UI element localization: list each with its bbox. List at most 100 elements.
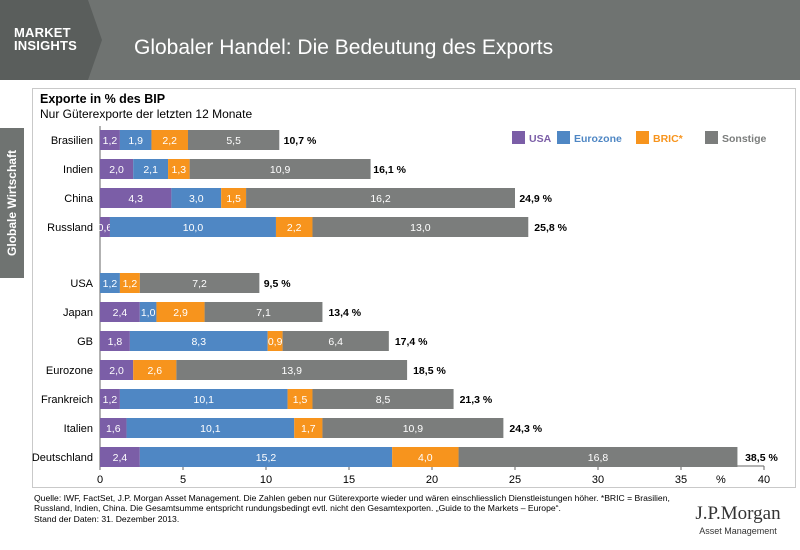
bar-segment	[100, 418, 127, 438]
segment-value-label: 10,1	[200, 423, 221, 435]
segment-value-label: 1,8	[108, 336, 123, 348]
total-value-label: 24,9 %	[519, 193, 552, 205]
bar-segment	[187, 130, 280, 150]
x-tick-label: 15	[343, 474, 355, 486]
header-bar: MARKET INSIGHTS Globaler Handel: Die Bed…	[0, 0, 800, 80]
legend-label: BRIC*	[653, 133, 684, 145]
country-label: China	[64, 193, 94, 205]
segment-value-label: 4,3	[128, 193, 143, 205]
country-label: Deutschland	[32, 452, 93, 464]
bar-segment	[312, 217, 529, 237]
segment-value-label: 1,2	[103, 135, 118, 147]
segment-value-label: 16,8	[588, 452, 609, 464]
segment-value-label: 5,5	[226, 135, 241, 147]
x-tick-label: 30	[592, 474, 604, 486]
x-tick-label: 0	[97, 474, 103, 486]
bar-segment	[267, 331, 283, 351]
segment-value-label: 13,0	[410, 222, 431, 234]
bar-segment	[458, 447, 738, 467]
legend-swatch	[636, 131, 649, 144]
bar-segment	[100, 360, 134, 380]
segment-value-label: 7,1	[256, 307, 271, 319]
segment-value-label: 8,3	[191, 336, 206, 348]
country-label: Eurozone	[46, 365, 93, 377]
jpmorgan-logo-subtitle: Asset Management	[699, 526, 777, 536]
legend-swatch	[705, 131, 718, 144]
total-value-label: 25,8 %	[534, 222, 567, 234]
segment-value-label: 1,2	[103, 278, 118, 290]
bar-segment	[119, 130, 152, 150]
date-note: Stand der Daten: 31. Dezember 2013.	[34, 513, 180, 524]
country-label: Indien	[63, 164, 93, 176]
jpmorgan-logo: J.P.Morgan	[695, 503, 781, 524]
bar-segment	[176, 360, 408, 380]
segment-value-label: 4,0	[418, 452, 433, 464]
segment-value-label: 1,3	[172, 164, 187, 176]
legend-label: USA	[529, 133, 552, 145]
segment-value-label: 2,2	[287, 222, 302, 234]
x-tick-label: 20	[426, 474, 438, 486]
segment-value-label: 0,9	[268, 336, 283, 348]
bar-segment	[156, 302, 205, 322]
bar-segment	[119, 273, 140, 293]
total-value-label: 21,3 %	[460, 394, 493, 406]
segment-value-label: 2,4	[113, 307, 128, 319]
bar-segment	[275, 217, 313, 237]
bar-segment	[282, 331, 389, 351]
bar-segment	[204, 302, 323, 322]
page-title: Globaler Handel: Die Bedeutung des Expor…	[134, 36, 554, 59]
segment-value-label: 10,9	[270, 164, 291, 176]
bar-segment	[287, 389, 313, 409]
segment-value-label: 7,2	[192, 278, 207, 290]
segment-value-label: 3,0	[189, 193, 204, 205]
segment-value-label: 1,0	[141, 307, 156, 319]
country-label: Frankreich	[41, 394, 93, 406]
segment-value-label: 1,6	[106, 423, 121, 435]
country-label: Italien	[64, 423, 93, 435]
total-value-label: 10,7 %	[284, 135, 317, 147]
segment-value-label: 1,2	[103, 394, 118, 406]
segment-value-label: 2,9	[173, 307, 188, 319]
total-value-label: 13,4 %	[328, 307, 361, 319]
bar-segment	[119, 389, 288, 409]
segment-value-label: 2,0	[109, 365, 124, 377]
x-tick-label: %	[716, 474, 726, 486]
bar-segment	[168, 159, 190, 179]
logo-chevron	[88, 0, 102, 80]
footnote: Quelle: IWF, FactSet, J.P. Morgan Asset …	[34, 493, 674, 524]
country-label: Russland	[47, 222, 93, 234]
segment-value-label: 6,4	[328, 336, 343, 348]
bar-segment	[221, 188, 247, 208]
bar-segment	[100, 447, 140, 467]
bar-segment	[312, 389, 454, 409]
country-label: Japan	[63, 307, 93, 319]
x-tick-label: 35	[675, 474, 687, 486]
total-value-label: 9,5 %	[264, 278, 292, 290]
total-value-label: 16,1 %	[373, 164, 406, 176]
x-tick-label: 10	[260, 474, 272, 486]
bar-segment	[100, 130, 120, 150]
total-value-label: 18,5 %	[413, 365, 446, 377]
bar-segment	[294, 418, 323, 438]
segment-value-label: 0,6	[98, 222, 113, 234]
bar-segment	[109, 217, 276, 237]
bar-segment	[139, 273, 260, 293]
country-label: GB	[77, 336, 93, 348]
segment-value-label: 10,9	[403, 423, 424, 435]
segment-value-label: 1,5	[293, 394, 308, 406]
market-insights-logo: MARKET INSIGHTS	[0, 0, 88, 80]
total-value-label: 17,4 %	[395, 336, 428, 348]
chart-title: Exporte in % des BIP	[40, 92, 166, 106]
total-value-label: 24,3 %	[509, 423, 542, 435]
x-tick-label: 40	[758, 474, 770, 486]
bar-segment	[100, 302, 140, 322]
segment-value-label: 15,2	[256, 452, 277, 464]
country-label: USA	[70, 278, 93, 290]
bar-segment	[151, 130, 188, 150]
chart-subtitle: Nur Güterexporte der letzten 12 Monate	[40, 107, 253, 121]
legend-swatch	[557, 131, 570, 144]
total-value-label: 38,5 %	[745, 452, 778, 464]
bar-segment	[100, 273, 120, 293]
segment-value-label: 8,5	[376, 394, 391, 406]
